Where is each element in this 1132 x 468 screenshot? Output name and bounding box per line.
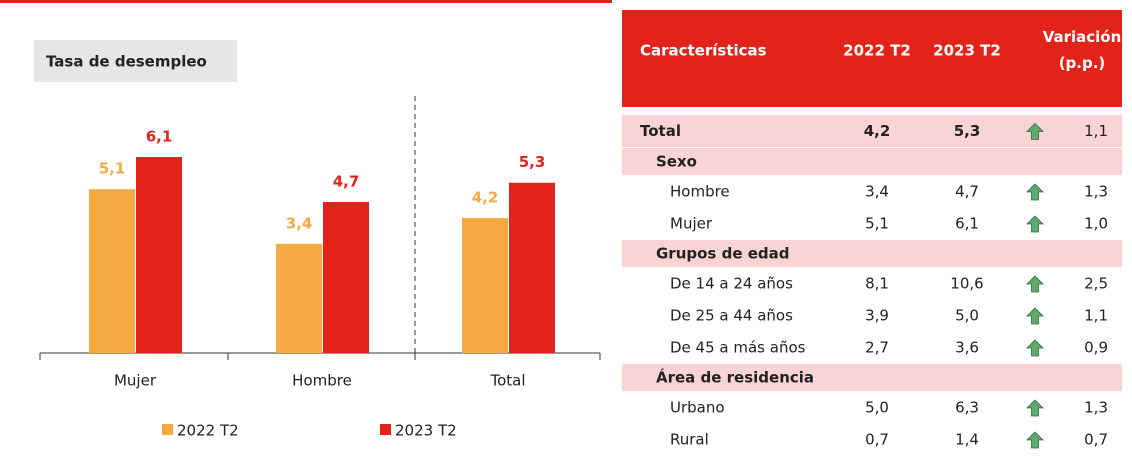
legend-swatch	[162, 424, 173, 435]
chart-title: Tasa de desempleo	[46, 53, 207, 71]
header-year-2022: 2022 T2	[843, 42, 911, 60]
bar	[462, 218, 508, 353]
up-arrow	[1026, 122, 1044, 140]
bar	[89, 189, 135, 353]
row-label: Sexo	[656, 153, 697, 171]
cell-variation: 0,9	[1084, 339, 1108, 357]
cell-variation: 1,3	[1084, 399, 1108, 417]
header-characteristics: Características	[640, 42, 767, 60]
cell-2023: 4,7	[955, 183, 979, 201]
cell-2023: 5,0	[955, 307, 979, 325]
cell-2023: 3,6	[955, 339, 979, 357]
cell-2023: 1,4	[955, 431, 979, 449]
x-tick-label: Mujer	[114, 372, 157, 390]
cell-variation: 2,5	[1084, 275, 1108, 293]
row-label: De 25 a 44 años	[670, 307, 793, 325]
value-label: 5,3	[519, 153, 546, 171]
top-rule	[0, 0, 612, 3]
row-label: Total	[640, 122, 681, 140]
cell-2023: 6,3	[955, 399, 979, 417]
x-tick-label: Hombre	[292, 372, 352, 390]
bar	[276, 243, 322, 353]
header-variation: Variación (p.p.)	[1043, 28, 1122, 72]
up-arrow	[1026, 431, 1044, 449]
cell-variation: 0,7	[1084, 431, 1108, 449]
row-label: De 14 a 24 años	[670, 275, 793, 293]
legend-swatch	[380, 424, 391, 435]
x-tick-label: Total	[489, 372, 525, 390]
value-label: 6,1	[146, 128, 173, 146]
legend-label: 2023 T2	[395, 422, 457, 440]
value-label: 4,7	[333, 173, 360, 191]
header-year-2023: 2023 T2	[933, 42, 1001, 60]
cell-2022: 5,1	[865, 215, 889, 233]
bar	[323, 202, 369, 353]
value-label: 5,1	[99, 160, 126, 178]
legend-label: 2022 T2	[177, 422, 239, 440]
value-label: 3,4	[286, 214, 313, 232]
up-arrow	[1026, 399, 1044, 417]
cell-2022: 0,7	[865, 431, 889, 449]
up-arrow	[1026, 275, 1044, 293]
row-label: Urbano	[670, 399, 725, 417]
up-arrow	[1026, 307, 1044, 325]
row-label: Hombre	[670, 183, 730, 201]
row-band	[622, 148, 1122, 175]
cell-2022: 4,2	[864, 122, 891, 140]
cell-2022: 5,0	[865, 399, 889, 417]
row-band	[622, 364, 1122, 391]
cell-2023: 5,3	[954, 122, 981, 140]
cell-variation: 1,1	[1084, 122, 1108, 140]
value-label: 4,2	[472, 189, 499, 207]
cell-2022: 3,4	[865, 183, 889, 201]
cell-2022: 8,1	[865, 275, 889, 293]
cell-2022: 3,9	[865, 307, 889, 325]
row-label: Rural	[670, 431, 709, 449]
bar	[136, 157, 182, 353]
table-header	[622, 10, 1122, 107]
row-label: Grupos de edad	[656, 245, 789, 263]
bar	[509, 182, 555, 353]
up-arrow	[1026, 215, 1044, 233]
cell-2023: 10,6	[950, 275, 983, 293]
up-arrow	[1026, 183, 1044, 201]
title-box	[34, 40, 237, 82]
row-label: De 45 a más años	[670, 339, 806, 357]
row-label: Mujer	[670, 215, 713, 233]
cell-2022: 2,7	[865, 339, 889, 357]
cell-2023: 6,1	[955, 215, 979, 233]
cell-variation: 1,1	[1084, 307, 1108, 325]
up-arrow	[1026, 339, 1044, 357]
row-label: Área de residencia	[656, 368, 814, 387]
cell-variation: 1,3	[1084, 183, 1108, 201]
row-band	[622, 240, 1122, 267]
cell-variation: 1,0	[1084, 215, 1108, 233]
